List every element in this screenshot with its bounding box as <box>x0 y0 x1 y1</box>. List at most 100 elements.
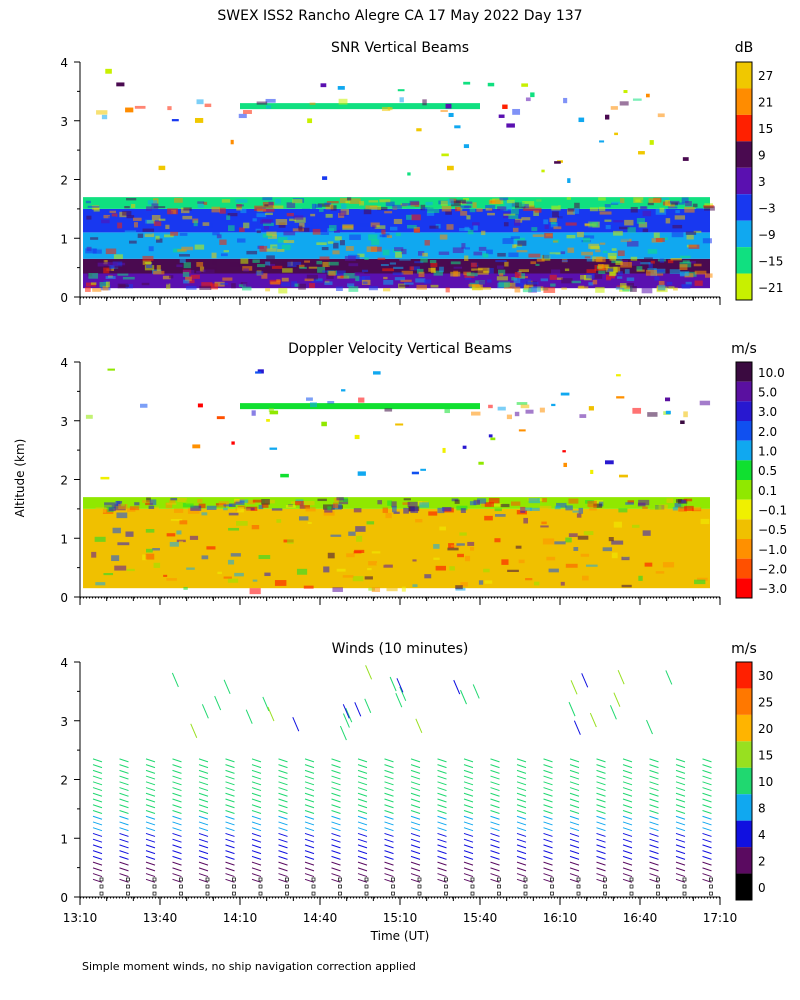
heatmap-cell <box>559 240 570 246</box>
calm-marker <box>391 891 395 896</box>
calm-marker <box>311 891 316 896</box>
heatmap-cell <box>373 371 381 375</box>
heatmap-cell <box>589 207 599 212</box>
heatmap-cell <box>264 204 269 207</box>
heatmap-cell <box>487 82 495 87</box>
heatmap-cell <box>234 498 240 502</box>
heatmap-cell <box>530 92 535 98</box>
heatmap-cell <box>368 561 377 566</box>
heatmap-cell <box>416 284 427 290</box>
heatmap-cell <box>221 199 231 203</box>
wind-barb <box>119 873 129 878</box>
heatmap-cell <box>328 261 339 266</box>
x-tick-label: 16:10 <box>543 911 578 925</box>
heatmap-cell <box>303 501 315 506</box>
heatmap-cell <box>298 227 310 232</box>
heatmap-cell <box>92 288 102 292</box>
wind-barb <box>251 867 262 872</box>
heatmap-cell <box>636 218 645 224</box>
heatmap-cell <box>354 549 365 554</box>
heatmap-cell <box>383 279 394 285</box>
heatmap-cell <box>322 176 328 180</box>
heatmap-cell <box>543 287 556 293</box>
colorbar-label: −0.5 <box>758 523 787 537</box>
heatmap-cell <box>145 502 153 506</box>
wind-barb <box>569 821 580 826</box>
heatmap-cell <box>511 282 524 289</box>
heatmap-cell <box>374 225 386 229</box>
wind-barb <box>278 781 288 786</box>
heatmap-cell <box>484 515 493 521</box>
heatmap-cell <box>240 258 249 264</box>
heatmap-cell <box>407 172 411 176</box>
heatmap-cell <box>87 205 100 208</box>
heatmap-cell <box>540 278 549 282</box>
heatmap-cell <box>266 419 270 422</box>
heatmap-cell <box>501 559 509 565</box>
heatmap-cell <box>243 222 250 229</box>
heatmap-cell <box>240 208 247 214</box>
heatmap-cell <box>400 279 412 282</box>
heatmap-cell <box>551 403 556 407</box>
wind-barb <box>410 781 421 786</box>
heatmap-cell <box>682 260 690 264</box>
wind-barb <box>702 804 712 809</box>
heatmap-cell <box>183 586 188 590</box>
heatmap-cell <box>619 101 629 106</box>
wind-barb <box>384 758 394 763</box>
wind-barb <box>490 792 500 797</box>
wind-barb <box>463 775 474 780</box>
wind-barb <box>251 775 262 780</box>
wind-barb <box>490 838 500 843</box>
wind-barb <box>304 867 315 872</box>
heatmap-layer <box>83 197 710 209</box>
wind-barb <box>278 758 288 763</box>
heatmap-cell <box>668 200 680 204</box>
heatmap-cell <box>99 281 109 288</box>
wind-barb <box>702 764 712 769</box>
wind-barb <box>198 815 209 820</box>
heatmap-cell <box>412 584 418 588</box>
colorbar-swatch <box>736 381 752 402</box>
heatmap-cell <box>642 228 649 233</box>
heatmap-cell <box>507 569 519 573</box>
wind-barb <box>437 775 447 780</box>
wind-barb <box>357 804 368 809</box>
heatmap-cell <box>215 505 225 509</box>
wind-barb <box>596 804 606 809</box>
heatmap-cell <box>655 273 664 276</box>
heatmap-cell <box>294 283 300 287</box>
wind-barb <box>437 855 447 860</box>
heatmap-cell <box>126 215 135 219</box>
calm-marker <box>682 884 687 889</box>
wind-barb <box>622 838 633 843</box>
calm-marker <box>338 891 342 896</box>
heatmap-cell <box>694 270 707 275</box>
heatmap-cell <box>339 240 345 246</box>
heatmap-cell <box>173 508 184 513</box>
wind-barb <box>596 815 606 820</box>
heatmap-cell <box>697 279 710 286</box>
wind-barb <box>198 769 209 774</box>
heatmap-cell <box>180 547 188 553</box>
heatmap-cell <box>534 207 542 213</box>
heatmap-cell <box>287 539 294 544</box>
colorbar-swatch <box>736 767 752 795</box>
heatmap-cell <box>598 270 606 274</box>
wind-barb <box>543 798 553 803</box>
y-tick-label: 4 <box>60 356 68 370</box>
x-axis-label: Time (UT) <box>370 929 430 943</box>
heatmap-cell <box>399 97 404 103</box>
wind-barb <box>304 787 315 792</box>
heatmap-cell <box>382 249 390 256</box>
calm-marker <box>470 884 475 889</box>
heatmap-cell <box>394 277 405 281</box>
wind-barb <box>490 855 500 860</box>
heatmap-cell <box>286 202 296 209</box>
heatmap-cell <box>565 222 577 226</box>
heatmap-cell <box>523 205 535 211</box>
wind-barb <box>410 838 421 843</box>
heatmap-cell <box>484 580 493 584</box>
heatmap-cell <box>679 264 688 271</box>
heatmap-cell <box>275 198 281 204</box>
